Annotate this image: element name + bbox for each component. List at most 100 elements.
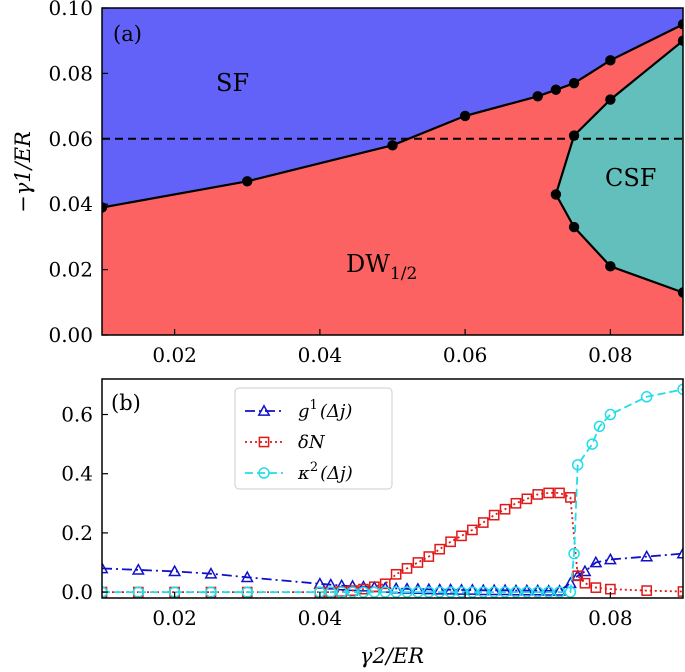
triangle-marker [204,566,218,579]
y-tick-label: 0.08 [48,61,93,85]
boundary-point [550,84,562,95]
triangle-marker [168,564,182,577]
triangle-marker [589,555,603,568]
circle-marker [205,586,217,598]
panel-a: 0.02 0.04 0.06 0.08 0.00 0.02 0.04 0.06 0.08 0.10… [11,0,684,367]
circle-marker [401,586,413,598]
panel-a-ticks: 0.02 0.04 0.06 0.08 0.00 0.02 0.04 0.06 0.08 0.10 [48,0,632,367]
dw-label-main: DW [346,250,390,278]
boundary-point [677,287,683,298]
panel-a-frame [101,7,684,336]
boundary-point [387,140,398,151]
circle-marker [488,586,500,598]
square-marker [445,536,456,548]
panel-b-series [102,383,683,598]
circle-marker [640,391,653,403]
boundary-point [568,78,580,89]
square-marker [368,581,380,593]
circle-marker [571,459,584,471]
boundary-point [568,130,580,141]
square-marker [510,497,522,509]
legend-label: κ2 (Δj) [297,460,353,484]
y-tick-label: 0.02 [48,258,93,282]
circle-marker [568,547,580,560]
y-tick-label: 0.6 [61,403,93,427]
boundary-point [568,221,580,233]
csf-region-label: CSF [605,164,656,192]
square-marker [477,517,489,528]
y-tick-label: 0.04 [48,192,93,216]
square-marker [467,524,478,536]
triangle-marker [498,583,512,596]
triangle-marker [676,546,683,559]
panel-b-label: (b) [111,391,141,415]
y-tick-label: 0.4 [61,462,93,486]
triangle-marker [356,580,370,592]
legend-label: δN [298,432,326,453]
triangle-marker [455,583,468,595]
boundary-point [677,35,683,46]
triangle-marker [433,582,447,595]
circle-marker [510,586,522,598]
sf-region-label: SF [216,69,249,97]
circle-marker [677,383,683,396]
circle-marker [521,586,533,598]
triangle-marker [542,584,556,596]
y-tick-label: 0.06 [48,127,93,151]
circle-marker [346,586,359,598]
boundary-point [550,189,562,200]
csf-region [555,8,683,335]
boundary-points [102,19,683,298]
legend: g1 (Δj) δN κ2 (Δj) [234,387,393,490]
boundary-point [605,261,616,272]
square-marker [412,557,424,568]
triangle-marker [324,577,338,590]
triangle-marker [603,552,617,565]
square-marker [677,586,683,597]
triangle-marker [335,578,349,591]
panel-a-label: (a) [113,22,142,46]
triangle-marker [465,583,479,595]
x-tick-label: 0.04 [298,343,343,367]
circle-marker [132,586,145,598]
legend-label: g1 (Δj) [298,398,352,422]
series-line [102,492,683,593]
circle-marker [553,586,566,598]
circle-marker [325,586,337,598]
circle-marker [433,586,446,598]
sf-region [102,8,683,208]
y-tick-label: 0.00 [48,323,93,347]
y-axis-label-a: −γ1/ER [11,131,35,213]
panel-b-ticks: 0.02 0.04 0.06 0.08 0.0 0.2 0.4 0.6 [61,403,632,630]
triangle-marker [640,549,654,562]
square-marker [565,492,576,503]
series-line [102,552,683,592]
x-tick-label: 0.04 [298,606,343,630]
y-tick-label: 0.10 [48,0,93,20]
boundary-point [605,55,616,66]
square-marker [554,487,565,499]
circle-marker [564,586,577,598]
square-marker [543,487,554,499]
circle-marker [542,586,555,598]
square-marker [423,551,435,562]
square-marker [379,578,391,590]
dw-region [102,24,683,335]
circle-marker [412,586,424,598]
triangle-marker [444,582,458,595]
x-tick-label: 0.06 [443,606,488,630]
circle-marker [258,467,270,479]
y-tick-label: 0.2 [61,521,93,545]
y-tick-label: 0.0 [61,580,93,604]
square-marker [390,568,402,580]
triangle-marker [509,583,523,596]
circle-marker [444,586,457,598]
boundary-point [605,94,616,105]
boundary-point [677,19,683,30]
square-marker [499,503,511,515]
panel-b: 0.02 0.04 0.06 0.08 0.0 0.2 0.4 0.6 (b) g1 (Δj) δ… [61,378,684,668]
x-tick-label: 0.02 [152,343,197,367]
circle-marker [379,586,391,598]
square-marker [488,509,500,521]
